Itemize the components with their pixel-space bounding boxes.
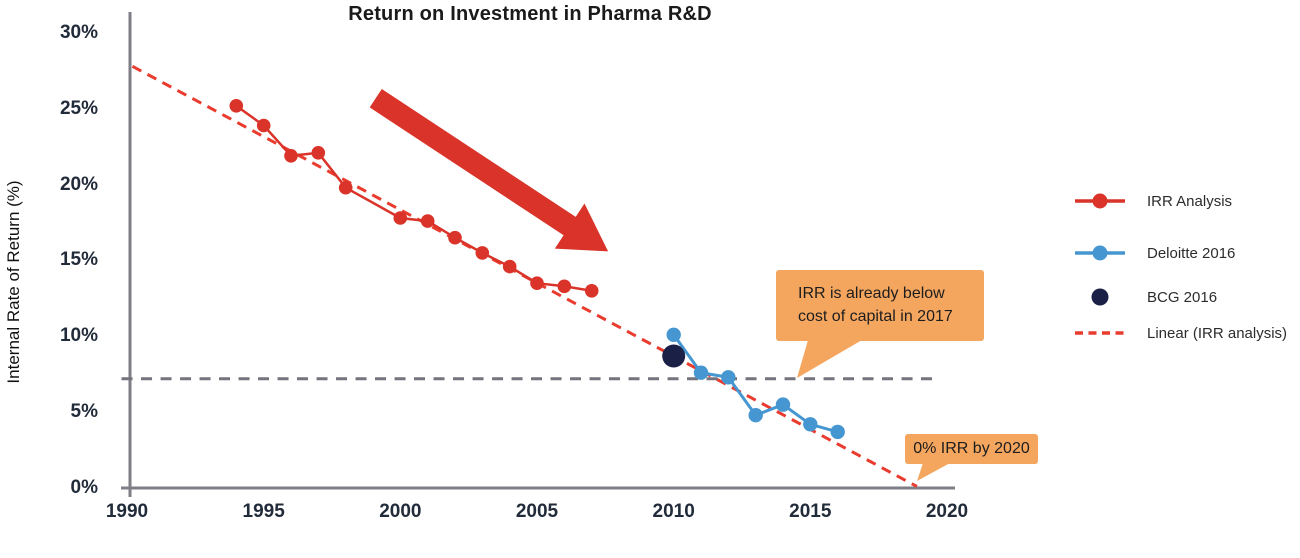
data-point [256,118,271,133]
callout-tail [797,340,862,378]
data-point [448,230,462,245]
x-tick-label-2010: 2010 [652,501,695,522]
legend-item-irr-analysis: IRR Analysis [1073,186,1232,216]
x-tick-label-2020: 2020 [925,501,969,522]
legend-item-deloitte-2016: Deloitte 2016 [1073,238,1235,268]
x-tick-label-1995: 1995 [242,501,285,522]
data-point [584,284,599,298]
y-tick-label-0: 0% [70,477,98,498]
callout-cost-of-capital: IRR is already below cost of capital in … [776,270,984,341]
linear-trend-marker-icon [1075,331,1125,335]
irr-analysis-marker-icon [1075,193,1125,209]
legend-item-bcg-2016: BCG 2016 [1073,282,1217,312]
bcg-marker-icon [1091,288,1109,306]
callout-text-line: cost of capital in 2017 [798,308,953,325]
data-point [311,146,326,160]
callout-text-line: IRR is already below [798,285,945,302]
data-point [693,365,709,380]
deloitte-marker-icon [1075,245,1125,261]
data-point [284,149,298,163]
y-tick-label-30: 30% [59,21,98,43]
data-point [803,417,818,432]
data-point [420,214,435,228]
data-point [748,408,763,423]
data-point [338,180,353,195]
data-point [502,259,517,274]
data-point [229,99,244,113]
legend-item-linear-trend: Linear (IRR analysis) [1073,318,1287,348]
data-point [530,276,544,291]
legend: IRR Analysis Deloitte 2016 BCG 2016 Line… [1073,186,1299,366]
y-tick-label-25: 25% [59,97,98,119]
data-point [475,246,490,260]
callout-text-line: 0% IRR by 2020 [913,440,1030,457]
callout-tail [917,463,950,481]
data-point [830,424,845,440]
legend-label: Linear (IRR analysis) [1147,324,1288,342]
bcg-data-point [662,344,686,368]
data-point [721,370,736,385]
legend-label: BCG 2016 [1147,288,1218,306]
y-axis-title: Internal Rate of Return (%) [4,180,23,384]
legend-label: IRR Analysis [1147,192,1233,210]
y-tick-label-10: 10% [59,325,98,347]
data-point [666,327,681,342]
y-tick-label-20: 20% [59,173,98,195]
data-point [557,279,572,294]
data-point [775,397,791,412]
x-tick-label-1990: 1990 [105,501,149,522]
x-tick-label-2015: 2015 [789,501,832,522]
y-tick-label-15: 15% [59,249,98,271]
chart-title: Return on Investment in Pharma R&D [348,3,712,25]
y-tick-label-5: 5% [70,401,98,423]
callout-zero-irr: 0% IRR by 2020 [905,434,1038,464]
x-tick-label-2005: 2005 [515,501,559,522]
legend-label: Deloitte 2016 [1147,244,1236,262]
data-point [393,211,408,225]
x-tick-label-2000: 2000 [379,501,422,522]
decline-arrow-icon [369,89,609,252]
